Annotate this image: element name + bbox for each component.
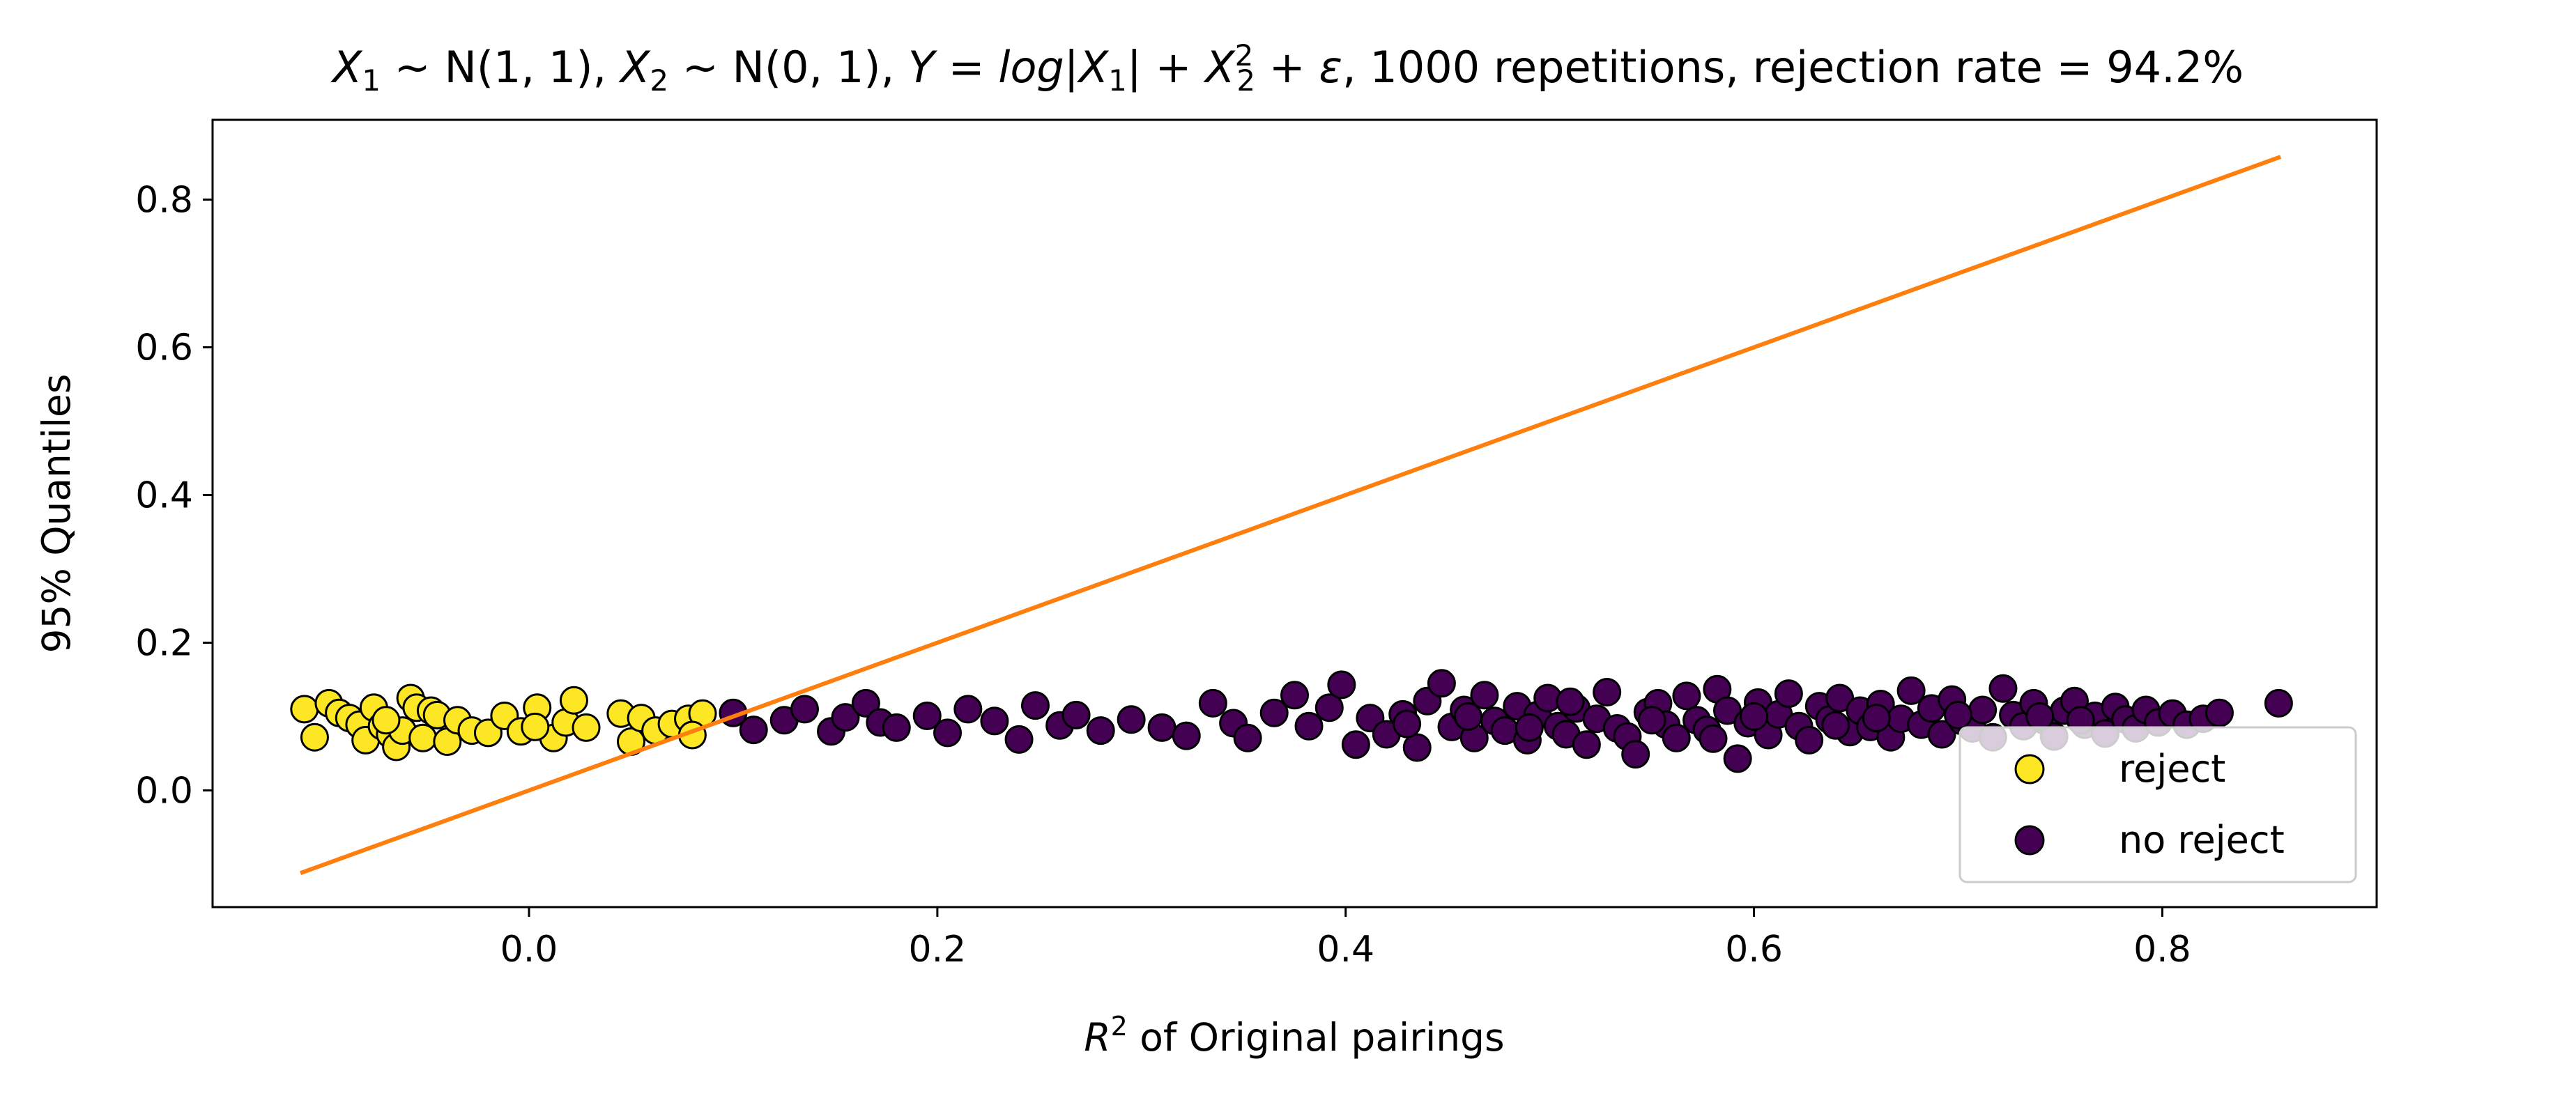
no-reject-point [1572,730,1601,759]
no-reject-point [1470,681,1499,710]
no-reject-point [953,695,983,724]
no-reject-point [1280,681,1309,710]
no-reject-point [1393,709,1422,739]
no-reject-point [2264,688,2293,718]
no-reject-point [1795,725,1824,755]
no-reject-point [1662,723,1691,752]
no-reject-point [1821,711,1850,740]
no-reject-point [2025,702,2055,732]
no-reject-point [851,688,880,718]
no-reject-point [1637,706,1666,735]
no-reject-point [1944,700,1973,729]
no-reject-point [1086,716,1115,745]
no-reject-point [1427,669,1456,698]
x-tick-label: 0.4 [1317,929,1374,971]
no-reject-point [1593,678,1622,707]
no-reject-point [1294,711,1324,741]
no-reject-point [1314,693,1344,722]
no-reject-point [1341,730,1370,759]
y-tick-label: 0.8 [135,179,193,221]
no-reject-point [1988,674,2018,703]
reject-point [371,706,401,735]
no-reject-point [1233,723,1262,752]
plot-area-frame [211,118,2378,908]
reject-point [290,695,319,724]
y-axis-ticks: 0.0 0.2 0.4 0.6 0.8 [135,179,213,812]
no-reject-point [1825,683,1855,713]
y-tick-label: 0.4 [135,474,193,516]
x-tick-label: 0.8 [2133,929,2191,971]
no-reject-point [1774,679,1803,709]
no-reject-point [1723,744,1752,773]
scatter-points [290,669,2293,773]
x-axis-label: R2 of Original pairings [1084,1011,1504,1060]
no-reject-point [1621,740,1650,769]
legend-box [1958,726,2357,883]
no-reject-point [1515,713,1544,742]
no-reject-point [1402,733,1432,762]
no-reject-point [912,701,942,730]
no-reject-point [1259,698,1289,727]
no-reject-point [1020,691,1050,720]
reference-line [300,155,2282,876]
no-reject-point [933,718,963,748]
legend: reject no reject [1958,726,2357,883]
no-reject-point [831,703,860,732]
y-tick-label: 0.0 [135,771,193,812]
reject-point [300,722,329,752]
legend-marker-no-reject [2014,825,2045,856]
no-reject-point [1453,702,1482,732]
legend-label-reject: reject [2119,747,2225,791]
chart-title: X1 ∼ N(1, 1), X2 ∼ N(0, 1), Y = log|X1| … [330,38,2244,98]
no-reject-point [2205,698,2234,727]
legend-marker-reject [2014,754,2045,784]
y-axis-label: 95% Quantiles [34,373,79,653]
no-reject-point [1740,702,1769,732]
no-reject-point [739,716,768,745]
no-reject-point [1147,713,1176,742]
no-reject-point [882,713,911,742]
no-reject-point [1713,696,1742,725]
no-reject-point [1172,721,1201,750]
no-reject-point [1896,676,1926,705]
x-tick-label: 0.0 [500,929,558,971]
x-tick-label: 0.2 [909,929,967,971]
no-reject-point [790,695,819,724]
no-reject-point [1117,705,1146,734]
y-tick-label: 0.2 [135,623,193,665]
x-axis-ticks: 0.0 0.2 0.4 0.6 0.8 [500,907,2191,971]
reject-point [521,712,550,741]
no-reject-point [1927,720,1956,749]
reject-point [572,713,601,742]
no-reject-point [1004,725,1034,754]
y-tick-label: 0.6 [135,327,193,369]
no-reject-point [1061,700,1091,729]
x-tick-label: 0.6 [1725,929,1783,971]
legend-label-no-reject: no reject [2119,818,2285,862]
no-reject-point [1699,724,1728,753]
no-reject-point [1862,704,1891,733]
no-reject-point [1327,670,1356,699]
no-reject-point [1556,687,1585,716]
no-reject-point [1968,695,1998,725]
no-reject-point [980,706,1009,736]
no-reject-point [1672,681,1701,711]
no-reject-point [1198,688,1227,718]
reject-point [559,686,588,715]
reject-point [408,723,438,752]
